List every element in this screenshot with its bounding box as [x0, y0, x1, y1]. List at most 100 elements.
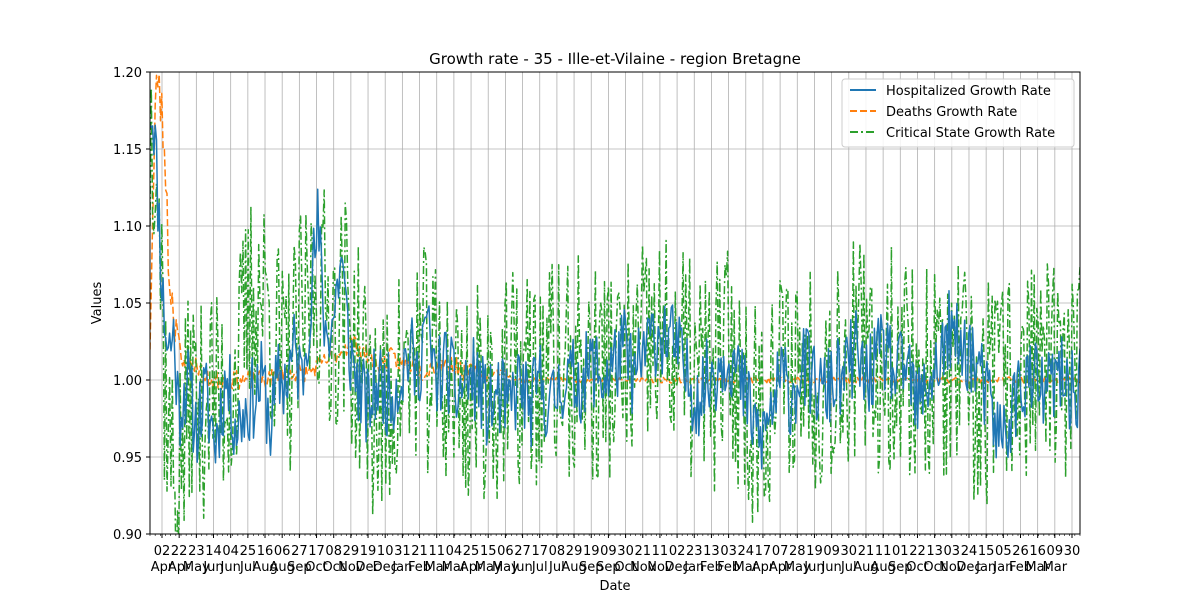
x-tick-day-label: 17 — [755, 544, 772, 559]
x-tick-month-label: Nov — [630, 560, 656, 575]
x-tick-day-label: 09 — [823, 544, 840, 559]
x-tick-month-label: Oct — [614, 560, 636, 575]
x-tick-day-label: 23 — [188, 544, 205, 559]
x-tick-day-label: 08 — [325, 544, 342, 559]
x-tick-month-label: May — [475, 560, 502, 575]
x-tick-month-label: Jan — [683, 560, 704, 575]
x-tick-month-label: Mar — [424, 560, 449, 575]
x-tick-day-label: 16 — [1029, 544, 1046, 559]
x-tick-day-label: 09 — [1047, 544, 1064, 559]
x-tick-month-label: Dec — [665, 560, 690, 575]
x-tick-day-label: 15 — [480, 544, 497, 559]
x-tick-month-label: Feb — [700, 560, 723, 575]
x-tick-month-label: Jul — [548, 560, 565, 575]
x-tick-month-label: Apr — [752, 560, 775, 575]
x-tick-day-label: 23 — [686, 544, 703, 559]
x-tick-day-label: 24 — [738, 544, 755, 559]
x-tick-day-label: 30 — [617, 544, 634, 559]
x-tick-day-label: 25 — [240, 544, 257, 559]
x-tick-month-label: Mar — [1043, 560, 1068, 575]
x-tick-day-label: 29 — [343, 544, 360, 559]
x-axis-title: Date — [599, 579, 630, 594]
series-line-deaths — [150, 73, 1080, 390]
chart-title: Growth rate - 35 - Ille-et-Vilaine - reg… — [429, 50, 801, 68]
y-tick-label: 1.00 — [113, 374, 142, 389]
y-tick-label: 0.90 — [113, 528, 142, 543]
y-tick-label: 1.10 — [113, 220, 142, 235]
x-tick-month-label: Sep — [596, 560, 621, 575]
x-tick-day-label: 22 — [909, 544, 926, 559]
x-tick-day-label: 29 — [566, 544, 583, 559]
x-tick-day-label: 02 — [154, 544, 171, 559]
x-tick-day-label: 04 — [446, 544, 463, 559]
x-tick-month-label: Aug — [853, 560, 878, 575]
x-tick-day-label: 17 — [308, 544, 325, 559]
x-tick-day-label: 07 — [772, 544, 789, 559]
x-tick-month-label: Jan — [992, 560, 1013, 575]
x-tick-day-label: 13 — [703, 544, 720, 559]
y-axis-title: Values — [90, 282, 105, 325]
x-tick-month-label: Aug — [561, 560, 586, 575]
x-tick-month-label: Apr — [151, 560, 174, 575]
x-tick-month-label: Dec — [373, 560, 398, 575]
x-tick-day-label: 09 — [600, 544, 617, 559]
x-tick-day-label: 13 — [926, 544, 943, 559]
x-tick-day-label: 03 — [720, 544, 737, 559]
x-tick-month-label: May — [183, 560, 210, 575]
x-tick-month-label: Sep — [287, 560, 312, 575]
x-tick-day-label: 25 — [463, 544, 480, 559]
x-tick-day-label: 03 — [944, 544, 961, 559]
x-tick-month-label: Apr — [168, 560, 191, 575]
x-tick-month-label: May — [492, 560, 519, 575]
x-tick-day-label: 11 — [428, 544, 445, 559]
x-tick-day-label: 06 — [274, 544, 291, 559]
x-tick-month-label: Jun — [202, 560, 223, 575]
x-tick-day-label: 27 — [291, 544, 308, 559]
x-tick-month-label: Dec — [956, 560, 981, 575]
x-tick-day-label: 06 — [497, 544, 514, 559]
x-tick-day-label: 30 — [1064, 544, 1081, 559]
x-tick-day-label: 24 — [961, 544, 978, 559]
x-tick-month-label: Nov — [338, 560, 364, 575]
x-tick-month-label: Mar — [1025, 560, 1050, 575]
series-layer — [150, 73, 1080, 534]
x-tick-day-label: 15 — [978, 544, 995, 559]
x-tick-month-label: Nov — [939, 560, 965, 575]
x-tick-month-label: Jul — [239, 560, 256, 575]
x-tick-day-label: 04 — [222, 544, 239, 559]
legend-label-deaths: Deaths Growth Rate — [886, 105, 1017, 120]
x-tick-day-label: 26 — [1012, 544, 1029, 559]
x-tick-month-label: Apr — [769, 560, 792, 575]
x-tick-month-label: Oct — [923, 560, 945, 575]
x-tick-month-label: Jun — [511, 560, 532, 575]
x-tick-month-label: Oct — [906, 560, 928, 575]
x-tick-day-label: 31 — [394, 544, 411, 559]
legend-label-hospitalized: Hospitalized Growth Rate — [886, 84, 1051, 99]
y-tick-label: 1.20 — [113, 66, 142, 81]
x-tick-month-label: May — [784, 560, 811, 575]
x-tick-month-label: Oct — [322, 560, 344, 575]
x-tick-month-label: Sep — [888, 560, 913, 575]
x-tick-day-label: 01 — [892, 544, 909, 559]
series-line-critical — [150, 87, 1080, 534]
x-tick-month-label: Mar — [734, 560, 759, 575]
legend-label-critical: Critical State Growth Rate — [886, 126, 1055, 141]
x-tick-day-label: 02 — [669, 544, 686, 559]
x-tick-day-label: 08 — [549, 544, 566, 559]
x-tick-day-label: 22 — [171, 544, 188, 559]
x-tick-month-label: Jan — [975, 560, 996, 575]
x-tick-day-label: 19 — [583, 544, 600, 559]
x-tick-month-label: Aug — [870, 560, 895, 575]
x-tick-month-label: Feb — [1009, 560, 1032, 575]
x-tick-day-label: 11 — [875, 544, 892, 559]
x-tick-month-label: Nov — [647, 560, 673, 575]
x-tick-month-label: Jun — [220, 560, 241, 575]
y-tick-label: 0.95 — [113, 451, 142, 466]
x-tick-day-label: 27 — [514, 544, 531, 559]
x-tick-day-label: 21 — [858, 544, 875, 559]
x-tick-day-label: 21 — [411, 544, 428, 559]
x-tick-month-label: Feb — [717, 560, 740, 575]
x-tick-month-label: Jun — [803, 560, 824, 575]
x-tick-day-label: 10 — [377, 544, 394, 559]
y-axis-ticks: 0.90 0.95 1.00 1.05 1.10 1.15 1.20 — [113, 66, 150, 543]
